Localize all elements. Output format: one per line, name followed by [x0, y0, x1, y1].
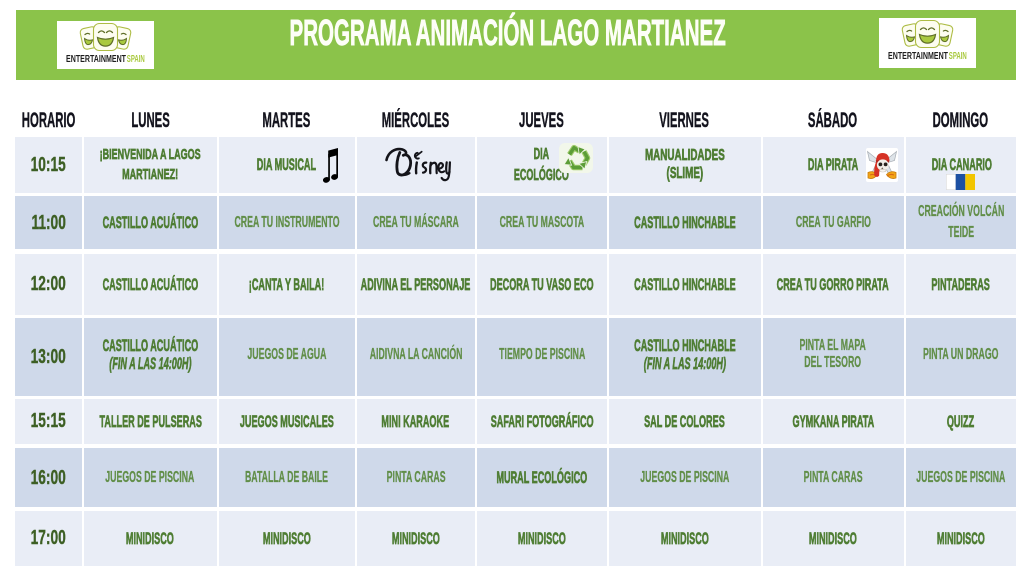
svg-text:SPAIN: SPAIN [949, 51, 967, 62]
svg-text:SPAIN: SPAIN [127, 54, 145, 65]
svg-text:ENTERTAINMENT: ENTERTAINMENT [888, 51, 948, 62]
svg-text:ENTERTAINMENT: ENTERTAINMENT [66, 54, 126, 65]
